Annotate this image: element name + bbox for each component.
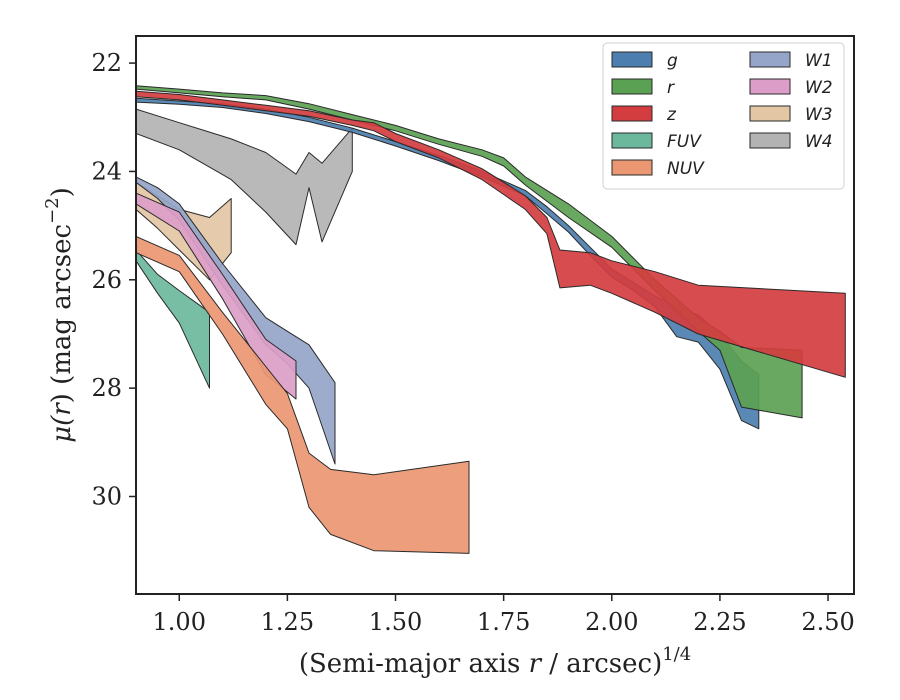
legend-label-w3: W3 [805, 105, 833, 125]
x-tick-label: 1.25 [261, 608, 314, 636]
legend-swatch-w1 [749, 51, 791, 68]
legend-swatch-z [611, 105, 653, 122]
band-layer [136, 85, 846, 554]
legend-label-w1: W1 [805, 51, 833, 71]
legend-swatch-w4 [749, 132, 791, 149]
legend-swatch-w2 [749, 78, 791, 95]
axis-labels: (Semi-major axis r / arcsec)1/4 μ(r) (mag… [42, 187, 691, 679]
legend-label-w2: W2 [805, 78, 833, 98]
legend-swatch-fuv [611, 132, 653, 149]
y-axis-label: μ(r) (mag arcsec−2) [42, 187, 77, 443]
legend-label-z: z [666, 105, 677, 125]
band-w2 [136, 192, 297, 400]
legend-label-g: g [667, 51, 678, 71]
y-tick-label: 28 [91, 374, 122, 402]
legend-swatch-w3 [749, 105, 791, 122]
band-nuv [136, 235, 470, 554]
x-tick-label: 2.00 [585, 608, 638, 636]
x-tick-label: 1.75 [477, 608, 530, 636]
legend-swatch-g [611, 51, 653, 68]
y-tick-label: 22 [91, 49, 122, 77]
y-tick-label: 26 [91, 266, 122, 294]
x-axis-label: (Semi-major axis r / arcsec)1/4 [299, 644, 691, 679]
x-tick-label: 1.50 [369, 608, 422, 636]
y-tick-label: 30 [91, 482, 122, 510]
x-tick-label: 1.00 [153, 608, 206, 636]
legend-label-nuv: NUV [667, 159, 705, 179]
x-tick-label: 2.50 [801, 608, 854, 636]
legend: grz FUV NUV W1 W2 W3 W4 [602, 42, 845, 190]
band-fuv [136, 249, 210, 389]
y-tick-label: 24 [91, 157, 122, 185]
legend-label-w4: W4 [805, 132, 833, 152]
axes-layer: 1.00 1.25 1.50 1.75 2.00 2.25 2.50 22 24 26 28 30 [91, 35, 855, 636]
band-z [136, 90, 846, 378]
legend-label-r: r [667, 78, 675, 98]
x-tick-label: 2.25 [693, 608, 746, 636]
legend-swatch-r [611, 78, 653, 95]
legend-swatch-nuv [611, 159, 653, 176]
plot-frame [135, 35, 855, 595]
band-w4 [136, 108, 353, 246]
legend-label-fuv: FUV [667, 132, 702, 152]
